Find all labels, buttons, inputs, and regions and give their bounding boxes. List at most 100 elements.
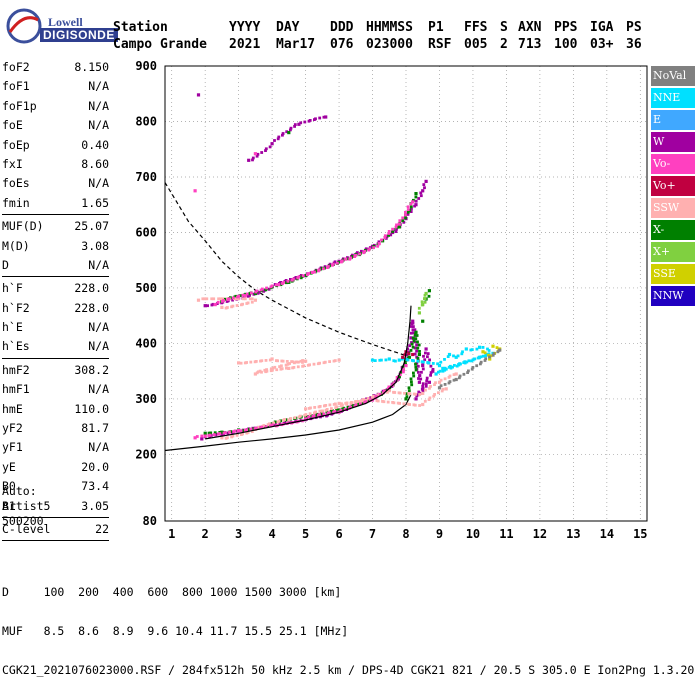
echo-point-ssw: [434, 381, 437, 385]
echo-point-w: [251, 158, 254, 162]
echo-point-ssw: [313, 406, 317, 409]
echo-point-vo-: [307, 415, 310, 419]
echo-point-sse: [483, 351, 487, 355]
muf-values: 8.5 8.6 8.9 9.6 10.4 11.7 15.5 25.1 [MHz…: [43, 624, 349, 638]
echo-point-vo-: [228, 430, 231, 434]
echo-point-vo-: [354, 403, 358, 407]
echo-point-x-: [357, 402, 361, 405]
param-row-B0: B0 73.4: [2, 477, 109, 496]
param-row-yF2: yF2 81.7: [2, 419, 109, 438]
echo-point-nne: [387, 357, 391, 361]
logo-lowell-text: Lowell: [48, 15, 83, 29]
param-name: yF1: [2, 440, 23, 455]
echo-point-w: [277, 135, 281, 139]
echo-point-ssw: [288, 362, 291, 365]
param-row-hF: h`F 228.0: [2, 279, 109, 298]
echo-point-vo-: [394, 225, 398, 229]
echo-point-w: [276, 137, 280, 141]
param-row-hmF2: hmF2 308.2: [2, 361, 109, 380]
param-value: 22: [95, 521, 109, 536]
echo-point-vo-: [237, 429, 241, 433]
echo-point-w: [428, 358, 431, 362]
echo-point-w: [422, 183, 426, 186]
echo-point-vo-: [383, 236, 387, 240]
echo-point-vo-: [349, 256, 353, 260]
echo-point-ssw: [386, 390, 389, 394]
echo-point-ssw: [429, 385, 432, 388]
echo-point-ssw: [448, 374, 452, 378]
echo-point-ssw: [386, 400, 390, 404]
echo-point-vo-: [200, 434, 204, 438]
echo-point-vo-: [312, 414, 316, 418]
echo-point-ssw: [286, 362, 290, 366]
echo-point-noval: [458, 374, 462, 378]
echo-point-w: [251, 156, 255, 160]
logo-digisonde-text: DIGISONDE: [40, 28, 118, 42]
echo-point-x-: [417, 343, 421, 347]
echo-point-nne: [447, 352, 452, 357]
echo-point-ssw: [452, 373, 456, 376]
echo-point-x-: [234, 294, 238, 298]
echo-point-w: [402, 220, 406, 224]
echo-point-vo-: [322, 412, 326, 416]
echo-point-w: [405, 353, 409, 357]
echo-point-nne: [384, 358, 388, 362]
echo-point-ssw: [260, 370, 263, 374]
echo-point-noval: [483, 359, 487, 362]
echo-point-ssw: [318, 405, 322, 408]
echo-point-vo-: [372, 246, 375, 249]
echo-point-x-: [409, 349, 413, 352]
echo-point-ssw: [304, 407, 308, 411]
hhmmss-value: 023000: [366, 37, 413, 52]
echo-point-ssw: [262, 424, 266, 427]
axn-value: 713: [518, 37, 542, 52]
echo-point-ssw: [245, 361, 248, 364]
echo-point-vo-: [231, 296, 235, 300]
param-name: h`E: [2, 320, 23, 335]
echo-point-vo-: [327, 265, 330, 268]
param-row-fxI: fxI 8.60: [2, 155, 109, 174]
ffs-label: FFS: [464, 20, 488, 35]
electron-density-profile-line: [164, 394, 412, 452]
echo-point-ssw: [254, 360, 258, 363]
ddd-label: DDD: [330, 20, 354, 35]
echo-point-w: [214, 433, 218, 437]
echo-point-vo-: [255, 289, 259, 293]
echo-point-ssw: [246, 431, 250, 434]
echo-point-nne: [477, 355, 481, 359]
echo-point-w: [294, 276, 298, 279]
legend-item-sse: SSE: [651, 264, 695, 284]
echo-point-ssw: [255, 371, 259, 375]
echo-point-noval: [496, 350, 500, 354]
echo-point-ssw: [393, 391, 397, 394]
echo-point-w: [409, 336, 413, 340]
echo-point-ssw: [418, 404, 421, 407]
echo-point-x-: [361, 401, 365, 404]
echo-point-ssw: [281, 359, 285, 363]
echo-point-w: [220, 433, 224, 437]
echo-point-w: [299, 121, 303, 125]
echo-point-ssw: [428, 386, 431, 390]
echo-point-w: [273, 139, 276, 142]
echo-point-ssw: [220, 436, 224, 440]
echo-point-w: [268, 145, 272, 149]
echo-point-x-: [411, 345, 415, 349]
echo-point-vo-: [301, 274, 305, 278]
param-value: 1.65: [81, 195, 109, 210]
echo-point-x-: [407, 355, 411, 359]
echo-point-ssw: [203, 297, 207, 301]
ffs-value: 005: [464, 37, 488, 52]
echo-point-ssw: [427, 398, 431, 401]
echo-point-w: [411, 319, 415, 323]
echo-point-vo-: [270, 423, 274, 427]
echo-point-vo-: [401, 216, 405, 220]
echo-point-ssw: [333, 359, 337, 362]
x-tick-label: 2: [202, 527, 209, 541]
muf-label: MUF: [2, 624, 23, 638]
station-name: Campo Grande: [113, 37, 207, 52]
echo-point-x-: [427, 289, 431, 293]
echo-point-w: [425, 376, 429, 380]
echo-point-w: [424, 179, 428, 183]
echo-point-nne: [456, 354, 460, 358]
echo-point-ssw: [408, 392, 412, 396]
